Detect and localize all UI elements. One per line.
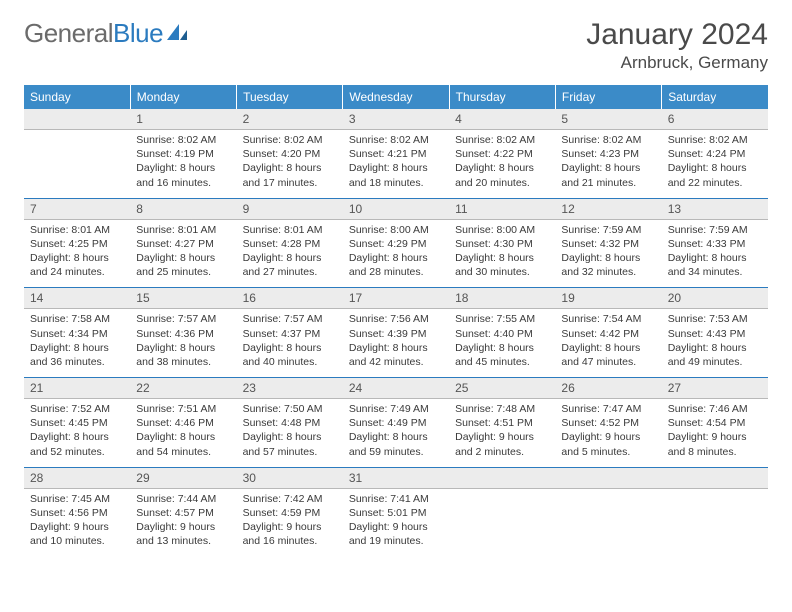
day-content-row: Sunrise: 7:52 AMSunset: 4:45 PMDaylight:… (24, 399, 768, 468)
daynum-row: 28293031 (24, 467, 768, 488)
day-number (449, 467, 555, 488)
day-number: 30 (237, 467, 343, 488)
day-number: 31 (343, 467, 449, 488)
day-cell: Sunrise: 8:00 AMSunset: 4:30 PMDaylight:… (449, 219, 555, 288)
day-cell: Sunrise: 8:01 AMSunset: 4:27 PMDaylight:… (130, 219, 236, 288)
day-cell: Sunrise: 7:58 AMSunset: 4:34 PMDaylight:… (24, 309, 130, 378)
day-cell: Sunrise: 7:49 AMSunset: 4:49 PMDaylight:… (343, 399, 449, 468)
daynum-row: 123456 (24, 109, 768, 130)
day-number: 17 (343, 288, 449, 309)
day-cell: Sunrise: 8:02 AMSunset: 4:23 PMDaylight:… (555, 130, 661, 199)
day-content-row: Sunrise: 7:45 AMSunset: 4:56 PMDaylight:… (24, 488, 768, 556)
day-number: 8 (130, 198, 236, 219)
dayhead-mon: Monday (130, 85, 236, 109)
day-cell: Sunrise: 7:51 AMSunset: 4:46 PMDaylight:… (130, 399, 236, 468)
day-cell: Sunrise: 7:56 AMSunset: 4:39 PMDaylight:… (343, 309, 449, 378)
brand-part2: Blue (113, 18, 163, 49)
day-cell: Sunrise: 8:02 AMSunset: 4:22 PMDaylight:… (449, 130, 555, 199)
dayhead-thu: Thursday (449, 85, 555, 109)
brand-logo: GeneralBlue (24, 18, 191, 49)
day-cell: Sunrise: 7:44 AMSunset: 4:57 PMDaylight:… (130, 488, 236, 556)
day-number: 14 (24, 288, 130, 309)
day-cell (24, 130, 130, 199)
day-cell: Sunrise: 7:54 AMSunset: 4:42 PMDaylight:… (555, 309, 661, 378)
day-number: 16 (237, 288, 343, 309)
day-number: 7 (24, 198, 130, 219)
day-cell: Sunrise: 8:02 AMSunset: 4:24 PMDaylight:… (662, 130, 768, 199)
day-number: 13 (662, 198, 768, 219)
day-number: 29 (130, 467, 236, 488)
dayhead-tue: Tuesday (237, 85, 343, 109)
month-title: January 2024 (586, 18, 768, 51)
day-number: 20 (662, 288, 768, 309)
day-number: 11 (449, 198, 555, 219)
day-cell: Sunrise: 7:57 AMSunset: 4:37 PMDaylight:… (237, 309, 343, 378)
day-cell: Sunrise: 8:02 AMSunset: 4:21 PMDaylight:… (343, 130, 449, 199)
day-cell (662, 488, 768, 556)
day-number: 9 (237, 198, 343, 219)
day-cell: Sunrise: 7:53 AMSunset: 4:43 PMDaylight:… (662, 309, 768, 378)
day-cell: Sunrise: 7:57 AMSunset: 4:36 PMDaylight:… (130, 309, 236, 378)
day-number: 24 (343, 378, 449, 399)
day-cell (555, 488, 661, 556)
location-label: Arnbruck, Germany (586, 53, 768, 73)
calendar-body: 123456Sunrise: 8:02 AMSunset: 4:19 PMDay… (24, 109, 768, 556)
day-number (662, 467, 768, 488)
day-number: 15 (130, 288, 236, 309)
day-content-row: Sunrise: 7:58 AMSunset: 4:34 PMDaylight:… (24, 309, 768, 378)
day-number: 18 (449, 288, 555, 309)
day-cell: Sunrise: 7:46 AMSunset: 4:54 PMDaylight:… (662, 399, 768, 468)
day-content-row: Sunrise: 8:02 AMSunset: 4:19 PMDaylight:… (24, 130, 768, 199)
day-number: 26 (555, 378, 661, 399)
day-number: 6 (662, 109, 768, 130)
day-number: 19 (555, 288, 661, 309)
day-number: 12 (555, 198, 661, 219)
day-cell: Sunrise: 7:59 AMSunset: 4:32 PMDaylight:… (555, 219, 661, 288)
day-number: 22 (130, 378, 236, 399)
day-cell: Sunrise: 7:55 AMSunset: 4:40 PMDaylight:… (449, 309, 555, 378)
day-cell: Sunrise: 7:52 AMSunset: 4:45 PMDaylight:… (24, 399, 130, 468)
day-cell: Sunrise: 7:47 AMSunset: 4:52 PMDaylight:… (555, 399, 661, 468)
day-number: 23 (237, 378, 343, 399)
day-number: 25 (449, 378, 555, 399)
day-number: 5 (555, 109, 661, 130)
day-number: 21 (24, 378, 130, 399)
day-cell: Sunrise: 8:01 AMSunset: 4:28 PMDaylight:… (237, 219, 343, 288)
day-cell: Sunrise: 7:41 AMSunset: 5:01 PMDaylight:… (343, 488, 449, 556)
header: GeneralBlue January 2024 Arnbruck, Germa… (24, 18, 768, 73)
day-header-row: Sunday Monday Tuesday Wednesday Thursday… (24, 85, 768, 109)
day-cell: Sunrise: 8:01 AMSunset: 4:25 PMDaylight:… (24, 219, 130, 288)
day-number (24, 109, 130, 130)
daynum-row: 21222324252627 (24, 378, 768, 399)
sail-icon (165, 18, 191, 49)
day-number: 3 (343, 109, 449, 130)
day-number: 28 (24, 467, 130, 488)
day-number (555, 467, 661, 488)
day-cell: Sunrise: 7:45 AMSunset: 4:56 PMDaylight:… (24, 488, 130, 556)
dayhead-fri: Friday (555, 85, 661, 109)
day-content-row: Sunrise: 8:01 AMSunset: 4:25 PMDaylight:… (24, 219, 768, 288)
day-number: 1 (130, 109, 236, 130)
dayhead-wed: Wednesday (343, 85, 449, 109)
title-block: January 2024 Arnbruck, Germany (586, 18, 768, 73)
day-cell: Sunrise: 7:59 AMSunset: 4:33 PMDaylight:… (662, 219, 768, 288)
day-number: 4 (449, 109, 555, 130)
daynum-row: 78910111213 (24, 198, 768, 219)
day-number: 2 (237, 109, 343, 130)
day-number: 27 (662, 378, 768, 399)
day-cell: Sunrise: 7:50 AMSunset: 4:48 PMDaylight:… (237, 399, 343, 468)
day-cell: Sunrise: 7:48 AMSunset: 4:51 PMDaylight:… (449, 399, 555, 468)
brand-part1: General (24, 18, 113, 49)
day-cell (449, 488, 555, 556)
day-cell: Sunrise: 8:00 AMSunset: 4:29 PMDaylight:… (343, 219, 449, 288)
dayhead-sun: Sunday (24, 85, 130, 109)
calendar-table: Sunday Monday Tuesday Wednesday Thursday… (24, 85, 768, 556)
day-cell: Sunrise: 7:42 AMSunset: 4:59 PMDaylight:… (237, 488, 343, 556)
dayhead-sat: Saturday (662, 85, 768, 109)
day-cell: Sunrise: 8:02 AMSunset: 4:20 PMDaylight:… (237, 130, 343, 199)
daynum-row: 14151617181920 (24, 288, 768, 309)
day-number: 10 (343, 198, 449, 219)
day-cell: Sunrise: 8:02 AMSunset: 4:19 PMDaylight:… (130, 130, 236, 199)
